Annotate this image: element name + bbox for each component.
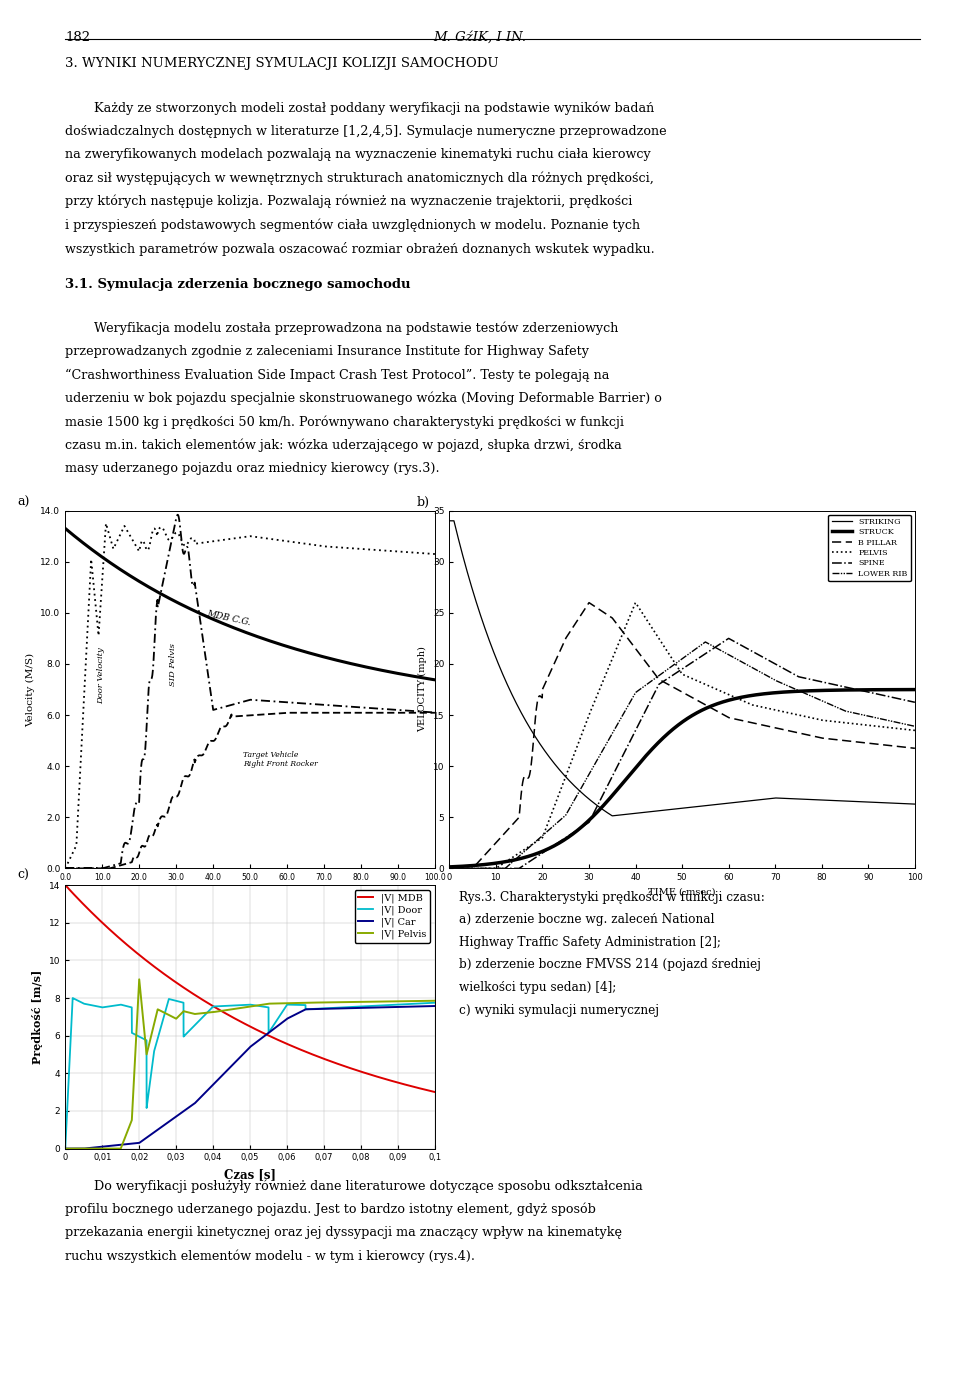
Text: Highway Traffic Safety Administration [2];: Highway Traffic Safety Administration [2… xyxy=(459,936,721,949)
Text: a) zderzenie boczne wg. zaleceń National: a) zderzenie boczne wg. zaleceń National xyxy=(459,913,714,927)
Text: 3. WYNIKI NUMERYCZNEJ SYMULACJI KOLIZJI SAMOCHODU: 3. WYNIKI NUMERYCZNEJ SYMULACJI KOLIZJI … xyxy=(65,57,499,71)
Text: masie 1500 kg i prędkości 50 km/h. Porównywano charakterystyki prędkości w funkc: masie 1500 kg i prędkości 50 km/h. Porów… xyxy=(65,415,624,429)
Legend: STRIKING, STRUCK, B PILLAR, PELVIS, SPINE, LOWER RIB: STRIKING, STRUCK, B PILLAR, PELVIS, SPIN… xyxy=(828,515,911,581)
|V| MDB xyxy=(335,1057,347,1074)
Y-axis label: VELOCITY (mph): VELOCITY (mph) xyxy=(419,646,427,732)
X-axis label: TIME ( msec): TIME ( msec) xyxy=(648,888,716,897)
Text: Target Vehicle
Right Front Rocker: Target Vehicle Right Front Rocker xyxy=(243,750,318,768)
Text: czasu m.in. takich elementów jak: wózka uderzającego w pojazd, słupka drzwi, śro: czasu m.in. takich elementów jak: wózka … xyxy=(65,438,622,452)
|V| MDB xyxy=(364,1065,375,1082)
|V| Car xyxy=(201,1083,212,1100)
Text: oraz sił występujących w wewnętrznych strukturach anatomicznych dla różnych pręd: oraz sił występujących w wewnętrznych st… xyxy=(65,172,654,184)
|V| Pelvis xyxy=(281,994,293,1011)
|V| MDB xyxy=(281,1036,293,1053)
Text: doświadczalnych dostępnych w literaturze [1,2,4,5]. Symulacje numeryczne przepro: doświadczalnych dostępnych w literaturze… xyxy=(65,125,667,139)
Y-axis label: Prędkość [m/s]: Prędkość [m/s] xyxy=(33,970,43,1064)
Text: 182: 182 xyxy=(65,31,90,43)
|V| Door xyxy=(300,1001,311,1018)
|V| Door xyxy=(127,1025,138,1042)
Legend: |V| MDB, |V| Door, |V| Car, |V| Pelvis: |V| MDB, |V| Door, |V| Car, |V| Pelvis xyxy=(354,890,430,943)
Text: uderzeniu w bok pojazdu specjalnie skonstruowanego wózka (Moving Deformable Barr: uderzeniu w bok pojazdu specjalnie skons… xyxy=(65,393,662,405)
Text: Każdy ze stworzonych modeli został poddany weryfikacji na podstawie wyników bada: Każdy ze stworzonych modeli został podda… xyxy=(94,101,655,115)
|V| Door xyxy=(364,997,375,1014)
|V| MDB xyxy=(201,994,212,1011)
|V| Car xyxy=(335,1000,347,1017)
|V| Pelvis xyxy=(133,971,145,988)
|V| Door xyxy=(335,999,347,1015)
|V| MDB xyxy=(127,940,138,957)
Text: M. GźIK, I IN.: M. GźIK, I IN. xyxy=(433,31,527,43)
X-axis label: Time (msec): Time (msec) xyxy=(218,888,282,897)
Text: na zweryfikowanych modelach pozwalają na wyznaczenie kinematyki ruchu ciała kier: na zweryfikowanych modelach pozwalają na… xyxy=(65,148,651,161)
Text: b) zderzenie boczne FMVSS 214 (pojazd średniej: b) zderzenie boczne FMVSS 214 (pojazd śr… xyxy=(459,958,761,971)
Line: |V| Door: |V| Door xyxy=(65,999,435,1148)
|V| Door xyxy=(60,1140,71,1157)
Text: Door Velocity: Door Velocity xyxy=(97,648,105,705)
Line: |V| Car: |V| Car xyxy=(65,1006,435,1148)
Text: wielkości typu sedan) [4];: wielkości typu sedan) [4]; xyxy=(459,981,616,994)
Text: profilu bocznego uderzanego pojazdu. Jest to bardzo istotny element, gdyż sposób: profilu bocznego uderzanego pojazdu. Jes… xyxy=(65,1203,596,1216)
Text: i przyspieszeń podstawowych segmentów ciała uwzględnionych w modelu. Poznanie ty: i przyspieszeń podstawowych segmentów ci… xyxy=(65,218,640,232)
|V| Door xyxy=(67,990,79,1007)
Text: SID Pelvis: SID Pelvis xyxy=(169,644,177,687)
|V| MDB xyxy=(429,1083,441,1100)
Text: przeprowadzanych zgodnie z zaleceniami Insurance Institute for Highway Safety: przeprowadzanych zgodnie z zaleceniami I… xyxy=(65,345,589,358)
Y-axis label: Velocity (M/S): Velocity (M/S) xyxy=(26,652,35,727)
Text: c) wyniki symulacji numerycznej: c) wyniki symulacji numerycznej xyxy=(459,1004,659,1017)
Text: “Crashworthiness Evaluation Side Impact Crash Test Protocol”. Testy te polegają : “Crashworthiness Evaluation Side Impact … xyxy=(65,369,610,381)
Text: Do weryfikacji posłużyły również dane literaturowe dotyczące sposobu odkształcen: Do weryfikacji posłużyły również dane li… xyxy=(94,1179,643,1193)
Text: Rys.3. Charakterystyki prędkości w funkcji czasu:: Rys.3. Charakterystyki prędkości w funkc… xyxy=(459,890,765,903)
|V| Pelvis xyxy=(127,1100,138,1117)
|V| Door xyxy=(281,996,293,1013)
|V| Pelvis xyxy=(335,994,347,1011)
Text: MDB C.G.: MDB C.G. xyxy=(205,609,252,627)
|V| Pelvis xyxy=(201,1004,212,1021)
Text: masy uderzanego pojazdu oraz miednicy kierowcy (rys.3).: masy uderzanego pojazdu oraz miednicy ki… xyxy=(65,462,440,474)
|V| Pelvis xyxy=(429,993,441,1010)
|V| Door xyxy=(429,994,441,1011)
Text: b): b) xyxy=(417,497,430,509)
|V| Car xyxy=(60,1140,71,1157)
Text: przekazania energii kinetycznej oraz jej dyssypacji ma znaczący wpływ na kinemat: przekazania energii kinetycznej oraz jej… xyxy=(65,1226,622,1239)
|V| MDB xyxy=(300,1043,311,1060)
Text: Weryfikacja modelu została przeprowadzona na podstawie testów zderzeniowych: Weryfikacja modelu została przeprowadzon… xyxy=(94,322,618,336)
Text: c): c) xyxy=(17,870,29,882)
|V| MDB xyxy=(60,877,71,893)
Text: ruchu wszystkich elementów modelu - w tym i kierowcy (rys.4).: ruchu wszystkich elementów modelu - w ty… xyxy=(65,1250,475,1262)
Text: 3.1. Symulacja zderzenia bocznego samochodu: 3.1. Symulacja zderzenia bocznego samoch… xyxy=(65,277,411,291)
Line: |V| Pelvis: |V| Pelvis xyxy=(65,979,435,1148)
|V| Car xyxy=(281,1011,293,1028)
Line: |V| MDB: |V| MDB xyxy=(65,885,435,1092)
|V| Door xyxy=(201,1004,212,1021)
X-axis label: Czas [s]: Czas [s] xyxy=(224,1168,276,1180)
|V| Pelvis xyxy=(300,994,311,1011)
|V| Car xyxy=(364,1000,375,1017)
|V| Pelvis xyxy=(364,993,375,1010)
|V| Car xyxy=(127,1136,138,1153)
|V| Car xyxy=(300,1001,311,1018)
|V| Car xyxy=(429,997,441,1014)
|V| Pelvis xyxy=(60,1140,71,1157)
Text: wszystkich parametrów pozwala oszacować rozmiar obrażeń doznanych wskutek wypadk: wszystkich parametrów pozwala oszacować … xyxy=(65,241,655,255)
Text: przy których następuje kolizja. Pozwalają również na wyznaczenie trajektorii, pr: przy których następuje kolizja. Pozwalaj… xyxy=(65,196,633,208)
Text: a): a) xyxy=(17,497,30,509)
